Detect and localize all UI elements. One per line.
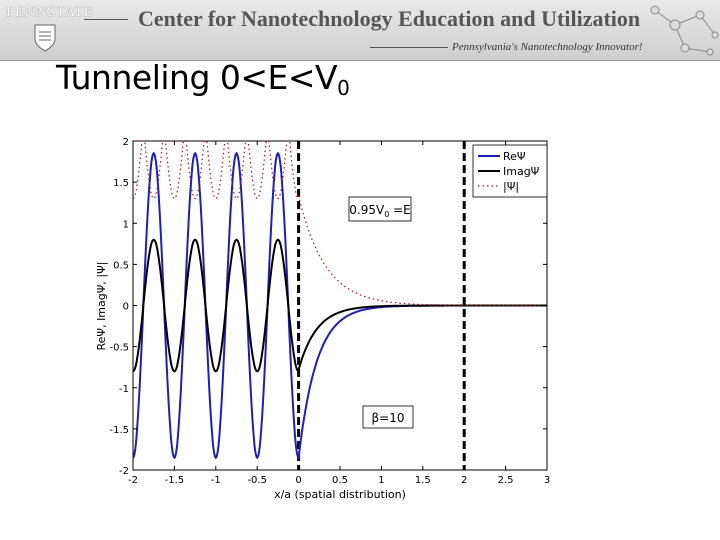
y-tick-label: -0.5 [109, 343, 129, 354]
y-tick-label: 1.5 [113, 178, 129, 189]
legend-label: ReΨ [503, 150, 526, 163]
x-tick-label: 2 [461, 475, 467, 486]
shield-icon [34, 24, 56, 52]
x-tick-label: 0.5 [332, 475, 348, 486]
banner-title: Center for Nanotechnology Education and … [138, 6, 641, 31]
x-tick-label: 2.5 [498, 475, 514, 486]
slide-title-main: Tunneling 0<E<V [56, 58, 338, 97]
slide-title: Tunneling 0<E<V0 [56, 58, 350, 100]
logo-text: PENNSTATE [6, 4, 94, 20]
slide-title-subscript: 0 [337, 76, 350, 100]
legend-label: |Ψ| [503, 180, 519, 193]
x-tick-label: -0.5 [247, 475, 267, 486]
x-tick-label: 1.5 [415, 475, 431, 486]
x-tick-label: 3 [544, 475, 550, 486]
y-tick-label: -2 [119, 466, 129, 477]
series-line-imag [132, 238, 547, 373]
legend-label: ImagΨ [503, 165, 540, 178]
tagline-rule [370, 47, 448, 48]
x-tick-label: 1 [378, 475, 384, 486]
legend: ReΨ ImagΨ |Ψ| [472, 144, 548, 198]
x-tick-label: 0 [295, 475, 301, 486]
x-tick-label: -1 [211, 475, 221, 486]
y-axis-label: ReΨ, ImagΨ, |Ψ| [95, 262, 108, 351]
beta-annotation-box [362, 405, 414, 429]
molecule-decoration-icon [650, 5, 719, 56]
y-tick-label: -1.5 [109, 425, 129, 436]
x-tick-label: -2 [128, 475, 138, 486]
energy-annotation-main: 0.95V [349, 203, 385, 217]
y-tick-label: -1 [119, 384, 129, 395]
x-axis-label: x/a (spatial distribution) [274, 488, 406, 501]
header-banner: PENNSTATE Center for Nanotechnology Educ… [0, 0, 720, 61]
beta-annotation: β=10 [372, 411, 405, 425]
x-tick-label: -1.5 [165, 475, 185, 486]
energy-annotation-tail: =E [389, 203, 410, 217]
energy-annotation-sub: 0 [384, 210, 389, 219]
energy-annotation: 0.95V0 =E [349, 203, 410, 219]
pennstate-logo: PENNSTATE [6, 4, 93, 56]
energy-annotation-box [348, 196, 412, 222]
y-tick-label: 2 [123, 137, 129, 148]
banner-rule [84, 19, 128, 20]
y-tick-label: 0 [123, 302, 129, 313]
y-tick-label: 1 [123, 219, 129, 230]
banner-tagline: Pennsylvania's Nanotechnology Innovator! [452, 41, 643, 53]
y-tick-label: 0.5 [113, 260, 129, 271]
